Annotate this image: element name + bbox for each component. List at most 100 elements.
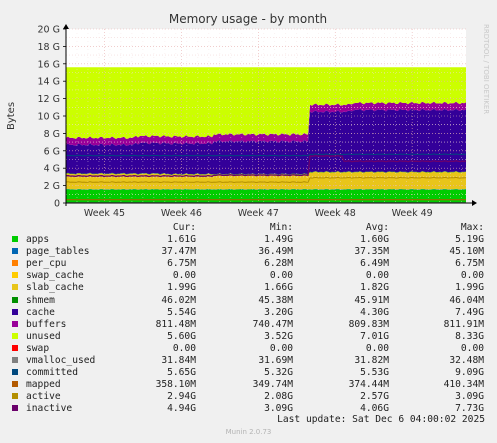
y-tick-label: 10 G <box>38 112 60 123</box>
area-page-tables <box>66 188 466 190</box>
y-ticks: 0 2 G 4 G 6 G 8 G 10 G 12 G 14 G 16 G 18 G 20 G <box>38 25 66 210</box>
col-max: Max: <box>460 222 484 233</box>
line-inactive <box>65 154 467 178</box>
legend-swatch <box>12 391 26 403</box>
grid-lines <box>65 28 466 203</box>
legend-max: 3.09G <box>455 391 484 403</box>
area-layers <box>66 67 466 203</box>
chart-title: Memory usage - by month <box>169 12 327 26</box>
x-tick-label: Week 46 <box>161 208 202 219</box>
legend-avg: 45.91M <box>354 294 389 306</box>
legend-row-mapped: mapped 358.10M 349.74M 374.44M 410.34M <box>12 379 484 391</box>
legend-min: 0.00 <box>269 270 293 282</box>
y-tick-label: 6 G <box>44 146 60 157</box>
area-shmem <box>66 171 466 176</box>
x-tick-label: Week 47 <box>238 208 279 219</box>
legend-swatch-apps <box>12 236 18 243</box>
legend-swatch-swap <box>12 344 18 351</box>
legend-swatch <box>12 379 26 391</box>
legend-row-vmalloc-used: vmalloc_used 31.84M 31.69M 31.82M 32.48M <box>12 355 484 367</box>
legend-swatch-active <box>12 393 18 400</box>
legend-max: 0.00 <box>460 342 484 354</box>
legend-max: 410.34M <box>443 379 484 391</box>
legend-avg: 4.06G <box>360 403 389 415</box>
legend-row-buffers: buffers 811.48M 740.47M 809.83M 811.91M <box>12 319 484 331</box>
legend-swatch <box>12 270 26 282</box>
legend-max: 8.33G <box>455 330 484 342</box>
legend-cur: 46.02M <box>161 294 196 306</box>
legend-row-unused: unused 5.60G 3.52G 7.01G 8.33G <box>12 331 484 343</box>
legend-min: 3.52G <box>264 330 293 342</box>
legend-row-shmem: shmem 46.02M 45.38M 45.91M 46.04M <box>12 295 484 307</box>
legend-row-page-tables: page_tables 37.47M 36.49M 37.35M 45.10M <box>12 246 484 258</box>
legend-name: page_tables <box>26 246 90 258</box>
last-update: Last update: Sat Dec 6 04:00:02 2025 <box>277 414 485 425</box>
legend-max: 5.19G <box>455 234 484 246</box>
y-tick-label: 4 G <box>44 164 60 175</box>
legend-cur: 5.54G <box>167 306 196 318</box>
area-unused <box>66 67 466 139</box>
x-tick-label: Week 49 <box>392 208 433 219</box>
legend-max: 7.73G <box>455 403 484 415</box>
rrdtool-watermark: RRDTOOL / TOBI OETIKER <box>482 24 490 114</box>
legend-min: 3.09G <box>264 403 293 415</box>
legend-swatch <box>12 246 26 258</box>
legend-row-swap-cache: swap_cache 0.00 0.00 0.00 0.00 <box>12 270 484 282</box>
legend-cur: 6.75M <box>167 258 196 270</box>
legend-min: 1.49G <box>264 234 293 246</box>
legend-avg: 31.82M <box>354 355 389 367</box>
y-tick-label: 2 G <box>44 181 60 192</box>
legend-max: 811.91M <box>443 318 484 330</box>
area-cache <box>66 108 466 175</box>
legend-name: inactive <box>26 403 73 415</box>
legend-cur: 1.61G <box>167 234 196 246</box>
y-axis-arrow <box>63 24 69 29</box>
legend-max: 1.99G <box>455 282 484 294</box>
legend-cur: 0.00 <box>172 270 196 282</box>
legend-swatch-unused <box>12 332 18 339</box>
legend-swatch <box>12 355 26 367</box>
legend-swatch-inactive <box>12 405 18 412</box>
legend-header-row: Cur: Min: Avg: Max: <box>12 222 484 234</box>
legend-swatch <box>12 307 26 319</box>
legend-cur: 1.99G <box>167 282 196 294</box>
legend-cur: 5.65G <box>167 367 196 379</box>
legend-avg: 5.53G <box>360 367 389 379</box>
legend-avg: 809.83M <box>348 318 389 330</box>
legend-min: 5.32G <box>264 367 293 379</box>
legend-max: 6.75M <box>455 258 484 270</box>
legend-name: swap <box>26 342 50 354</box>
legend-name: per_cpu <box>26 258 67 270</box>
legend-cur: 0.00 <box>172 342 196 354</box>
legend-swatch-buffers <box>12 320 18 327</box>
legend-min: 6.28M <box>264 258 293 270</box>
legend-max: 0.00 <box>460 270 484 282</box>
legend-swatch-page-tables <box>12 248 18 255</box>
legend-avg: 0.00 <box>365 270 389 282</box>
legend-swatch-per-cpu <box>12 260 18 267</box>
legend-max: 9.09G <box>455 367 484 379</box>
legend-row-apps: apps 1.61G 1.49G 1.60G 5.19G <box>12 234 484 246</box>
legend-cur: 31.84M <box>161 355 196 367</box>
area-buffers <box>66 101 466 146</box>
legend-name: mapped <box>26 379 61 391</box>
legend-min: 31.69M <box>258 355 293 367</box>
line-committed <box>65 153 467 157</box>
legend-max: 7.49G <box>455 306 484 318</box>
legend-swatch <box>12 403 26 415</box>
legend-swatch <box>12 319 26 331</box>
line-active <box>65 176 467 184</box>
legend-min: 0.00 <box>269 342 293 354</box>
legend-avg: 2.57G <box>360 391 389 403</box>
legend-max: 32.48M <box>449 355 484 367</box>
legend-min: 1.66G <box>264 282 293 294</box>
legend-row-slab-cache: slab_cache 1.99G 1.66G 1.82G 1.99G <box>12 282 484 294</box>
legend-avg: 37.35M <box>354 246 389 258</box>
legend-cur: 5.60G <box>167 330 196 342</box>
legend-swatch-committed <box>12 369 18 376</box>
legend-swatch <box>12 343 26 355</box>
x-axis-arrow <box>472 200 477 206</box>
legend-row-cache: cache 5.54G 3.20G 4.30G 7.49G <box>12 307 484 319</box>
legend-row-swap: swap 0.00 0.00 0.00 0.00 <box>12 343 484 355</box>
legend-avg: 1.82G <box>360 282 389 294</box>
